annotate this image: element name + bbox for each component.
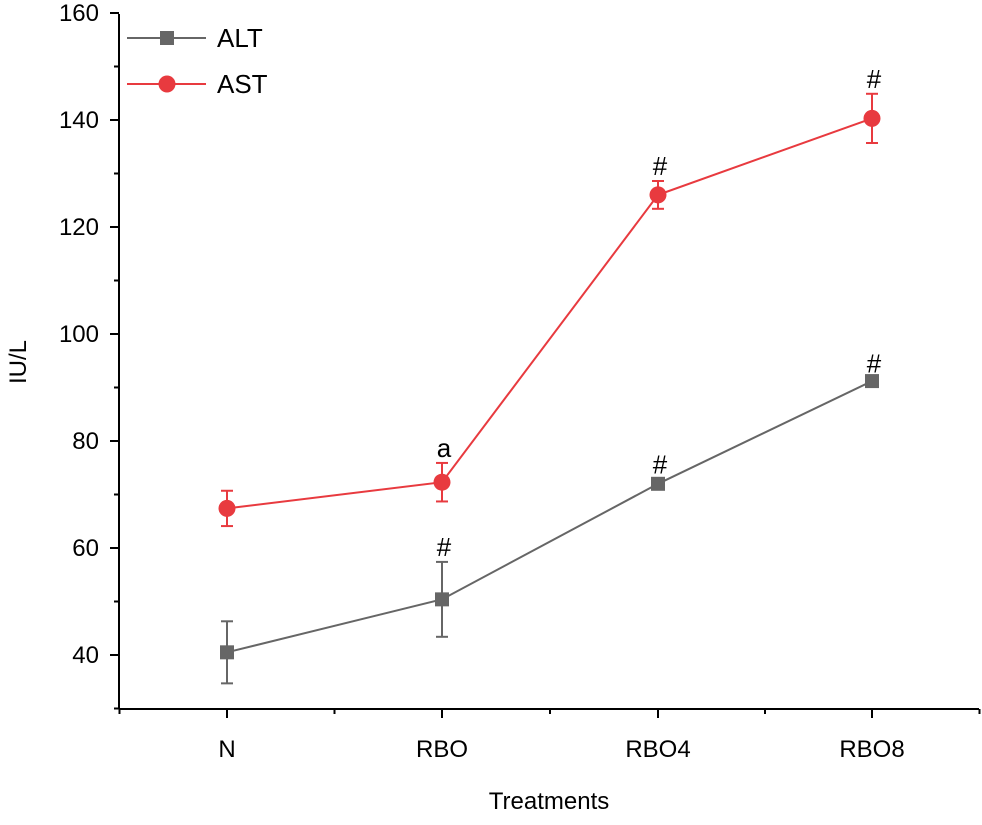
plot-area: # # # a # # bbox=[218, 64, 882, 685]
series-ast: a # # bbox=[218, 64, 882, 528]
legend-item-ast: AST bbox=[127, 69, 268, 99]
y-tick-label: 120 bbox=[59, 214, 99, 241]
y-tick-label: 40 bbox=[72, 642, 99, 669]
legend-item-alt: ALT bbox=[127, 23, 263, 53]
x-tick-label: RBO4 bbox=[625, 736, 690, 763]
significance-label: # bbox=[437, 532, 452, 562]
series-alt: # # # bbox=[220, 348, 882, 685]
data-point bbox=[649, 186, 667, 204]
legend-marker bbox=[158, 75, 176, 93]
x-tick-label: RBO8 bbox=[839, 736, 904, 763]
significance-label: a bbox=[437, 433, 452, 463]
series-line bbox=[226, 117, 873, 510]
y-axis-ticks: 40 60 80 100 120 140 160 bbox=[59, 0, 119, 710]
x-tick-label: N bbox=[218, 736, 235, 763]
x-axis-title: Treatments bbox=[489, 788, 609, 815]
data-point bbox=[863, 109, 881, 127]
y-tick-label: 160 bbox=[59, 0, 99, 27]
legend: ALT AST bbox=[127, 23, 268, 99]
y-axis: 40 60 80 100 120 140 160 IU/L bbox=[5, 0, 120, 710]
data-point bbox=[433, 473, 451, 491]
data-point bbox=[651, 476, 665, 491]
significance-label: # bbox=[653, 450, 668, 480]
data-point bbox=[435, 592, 449, 607]
data-point bbox=[220, 645, 234, 660]
y-tick-label: 60 bbox=[72, 535, 99, 562]
y-tick-label: 100 bbox=[59, 321, 99, 348]
data-point bbox=[218, 499, 236, 517]
data-point bbox=[865, 374, 879, 389]
y-axis-title: IU/L bbox=[5, 340, 32, 384]
legend-label: AST bbox=[217, 69, 268, 99]
significance-label: # bbox=[653, 151, 668, 181]
x-tick-label: RBO bbox=[416, 736, 468, 763]
y-tick-label: 140 bbox=[59, 107, 99, 134]
y-tick-label: 80 bbox=[72, 428, 99, 455]
significance-label: # bbox=[867, 64, 882, 94]
series-line bbox=[226, 380, 873, 654]
x-axis-ticks: N RBO RBO4 RBO8 bbox=[118, 709, 981, 763]
legend-marker bbox=[160, 31, 174, 45]
x-axis: N RBO RBO4 RBO8 Treatments bbox=[118, 708, 981, 815]
legend-label: ALT bbox=[217, 23, 263, 53]
significance-label: # bbox=[867, 348, 882, 378]
